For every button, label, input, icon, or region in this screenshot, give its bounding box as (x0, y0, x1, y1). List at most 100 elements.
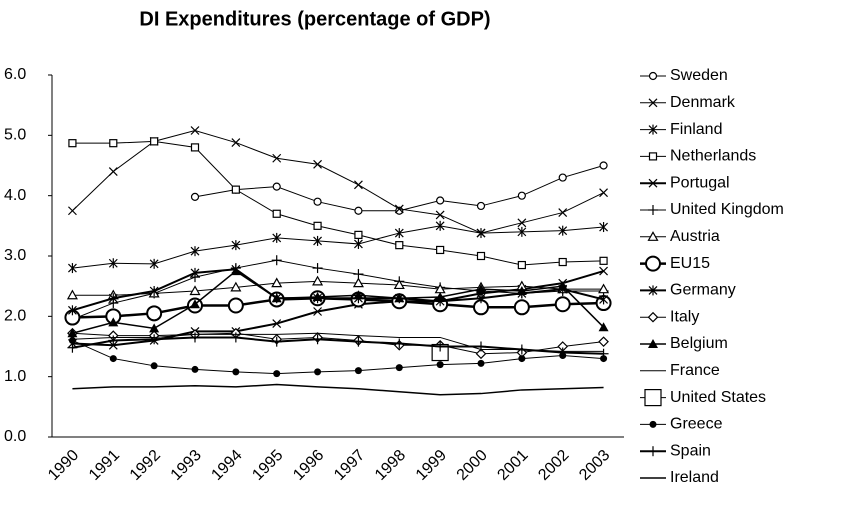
marker (146, 305, 163, 322)
marker-shape (554, 296, 571, 313)
marker-stroke (648, 178, 658, 188)
marker (312, 275, 324, 286)
marker-shape (436, 361, 444, 369)
y-tick-label: 1.0 (4, 368, 26, 385)
marker (68, 305, 77, 316)
series-line (194, 165, 604, 212)
series-line (72, 225, 604, 269)
y-tick-label: 5.0 (4, 127, 26, 144)
marker (394, 204, 404, 214)
marker (558, 225, 568, 236)
marker-shape (476, 201, 486, 211)
marker-stroke (435, 210, 445, 220)
marker (68, 139, 77, 148)
y-tick-label: 3.0 (4, 247, 26, 264)
marker (272, 319, 282, 328)
marker (68, 263, 77, 274)
marker-shape (150, 137, 159, 146)
series-line (72, 280, 604, 296)
marker (648, 124, 658, 135)
x-tick-label: 2003 (576, 447, 613, 484)
marker-shape (647, 231, 659, 241)
marker (476, 201, 486, 211)
marker (230, 332, 241, 343)
marker-shape (108, 317, 119, 327)
marker (558, 257, 567, 267)
marker (67, 342, 78, 353)
marker-shape (231, 185, 240, 194)
marker-shape (558, 173, 567, 182)
marker (394, 338, 405, 349)
marker (231, 240, 241, 251)
marker (314, 368, 322, 376)
marker (190, 126, 200, 135)
x-tick-label: 1992 (127, 447, 164, 484)
marker-stroke (272, 319, 282, 328)
marker-shape (598, 322, 609, 332)
legend-label: Greece (670, 416, 723, 433)
series-line (72, 383, 604, 396)
marker (273, 370, 281, 378)
marker-shape (354, 367, 362, 375)
x-tick-label: 1999 (413, 447, 450, 484)
marker (435, 292, 446, 302)
marker-shape (190, 143, 200, 152)
marker (354, 367, 362, 375)
x-tick-label: 1990 (45, 447, 82, 484)
series-line (72, 129, 604, 234)
x-tick-label: 1993 (168, 447, 205, 484)
marker (648, 178, 658, 188)
marker-shape (599, 256, 608, 265)
marker (476, 284, 486, 294)
marker-shape (190, 299, 200, 309)
marker (477, 359, 485, 367)
marker (150, 362, 158, 370)
marker (232, 368, 240, 376)
marker-shape (516, 285, 527, 295)
marker-shape (149, 323, 160, 333)
legend-label: Ireland (670, 469, 719, 486)
marker (394, 293, 405, 303)
marker (476, 293, 486, 304)
x-tick-label: 1994 (208, 447, 245, 484)
marker-shape (271, 293, 282, 303)
marker (513, 299, 530, 316)
marker (557, 347, 568, 358)
marker-shape (227, 297, 244, 314)
marker-shape (558, 257, 567, 267)
marker (517, 191, 526, 200)
marker (313, 197, 322, 206)
marker-stroke (231, 138, 241, 147)
marker (599, 294, 608, 305)
marker-stroke (272, 153, 282, 163)
marker (649, 420, 657, 428)
marker (516, 285, 527, 295)
marker (517, 218, 527, 228)
marker-shape (393, 279, 405, 290)
marker (647, 311, 659, 323)
marker (189, 285, 201, 296)
marker (108, 258, 118, 269)
marker (312, 334, 323, 345)
marker (476, 228, 486, 239)
marker (598, 322, 609, 332)
legend-label: Netherlands (670, 148, 756, 165)
marker-shape (354, 206, 363, 215)
marker-stroke (68, 206, 77, 216)
marker (227, 297, 244, 314)
marker (598, 348, 609, 359)
legend-label: Belgium (670, 335, 728, 352)
marker (313, 159, 322, 169)
marker-shape (517, 260, 526, 270)
marker-shape (109, 139, 118, 148)
marker (599, 222, 608, 233)
marker (354, 206, 363, 215)
marker (190, 267, 200, 278)
marker (554, 296, 571, 313)
marker-shape (644, 389, 662, 407)
marker-shape (395, 241, 404, 250)
marker (648, 71, 658, 81)
marker-shape (648, 152, 658, 161)
legend-label: Austria (670, 228, 720, 245)
marker-shape (475, 348, 487, 360)
